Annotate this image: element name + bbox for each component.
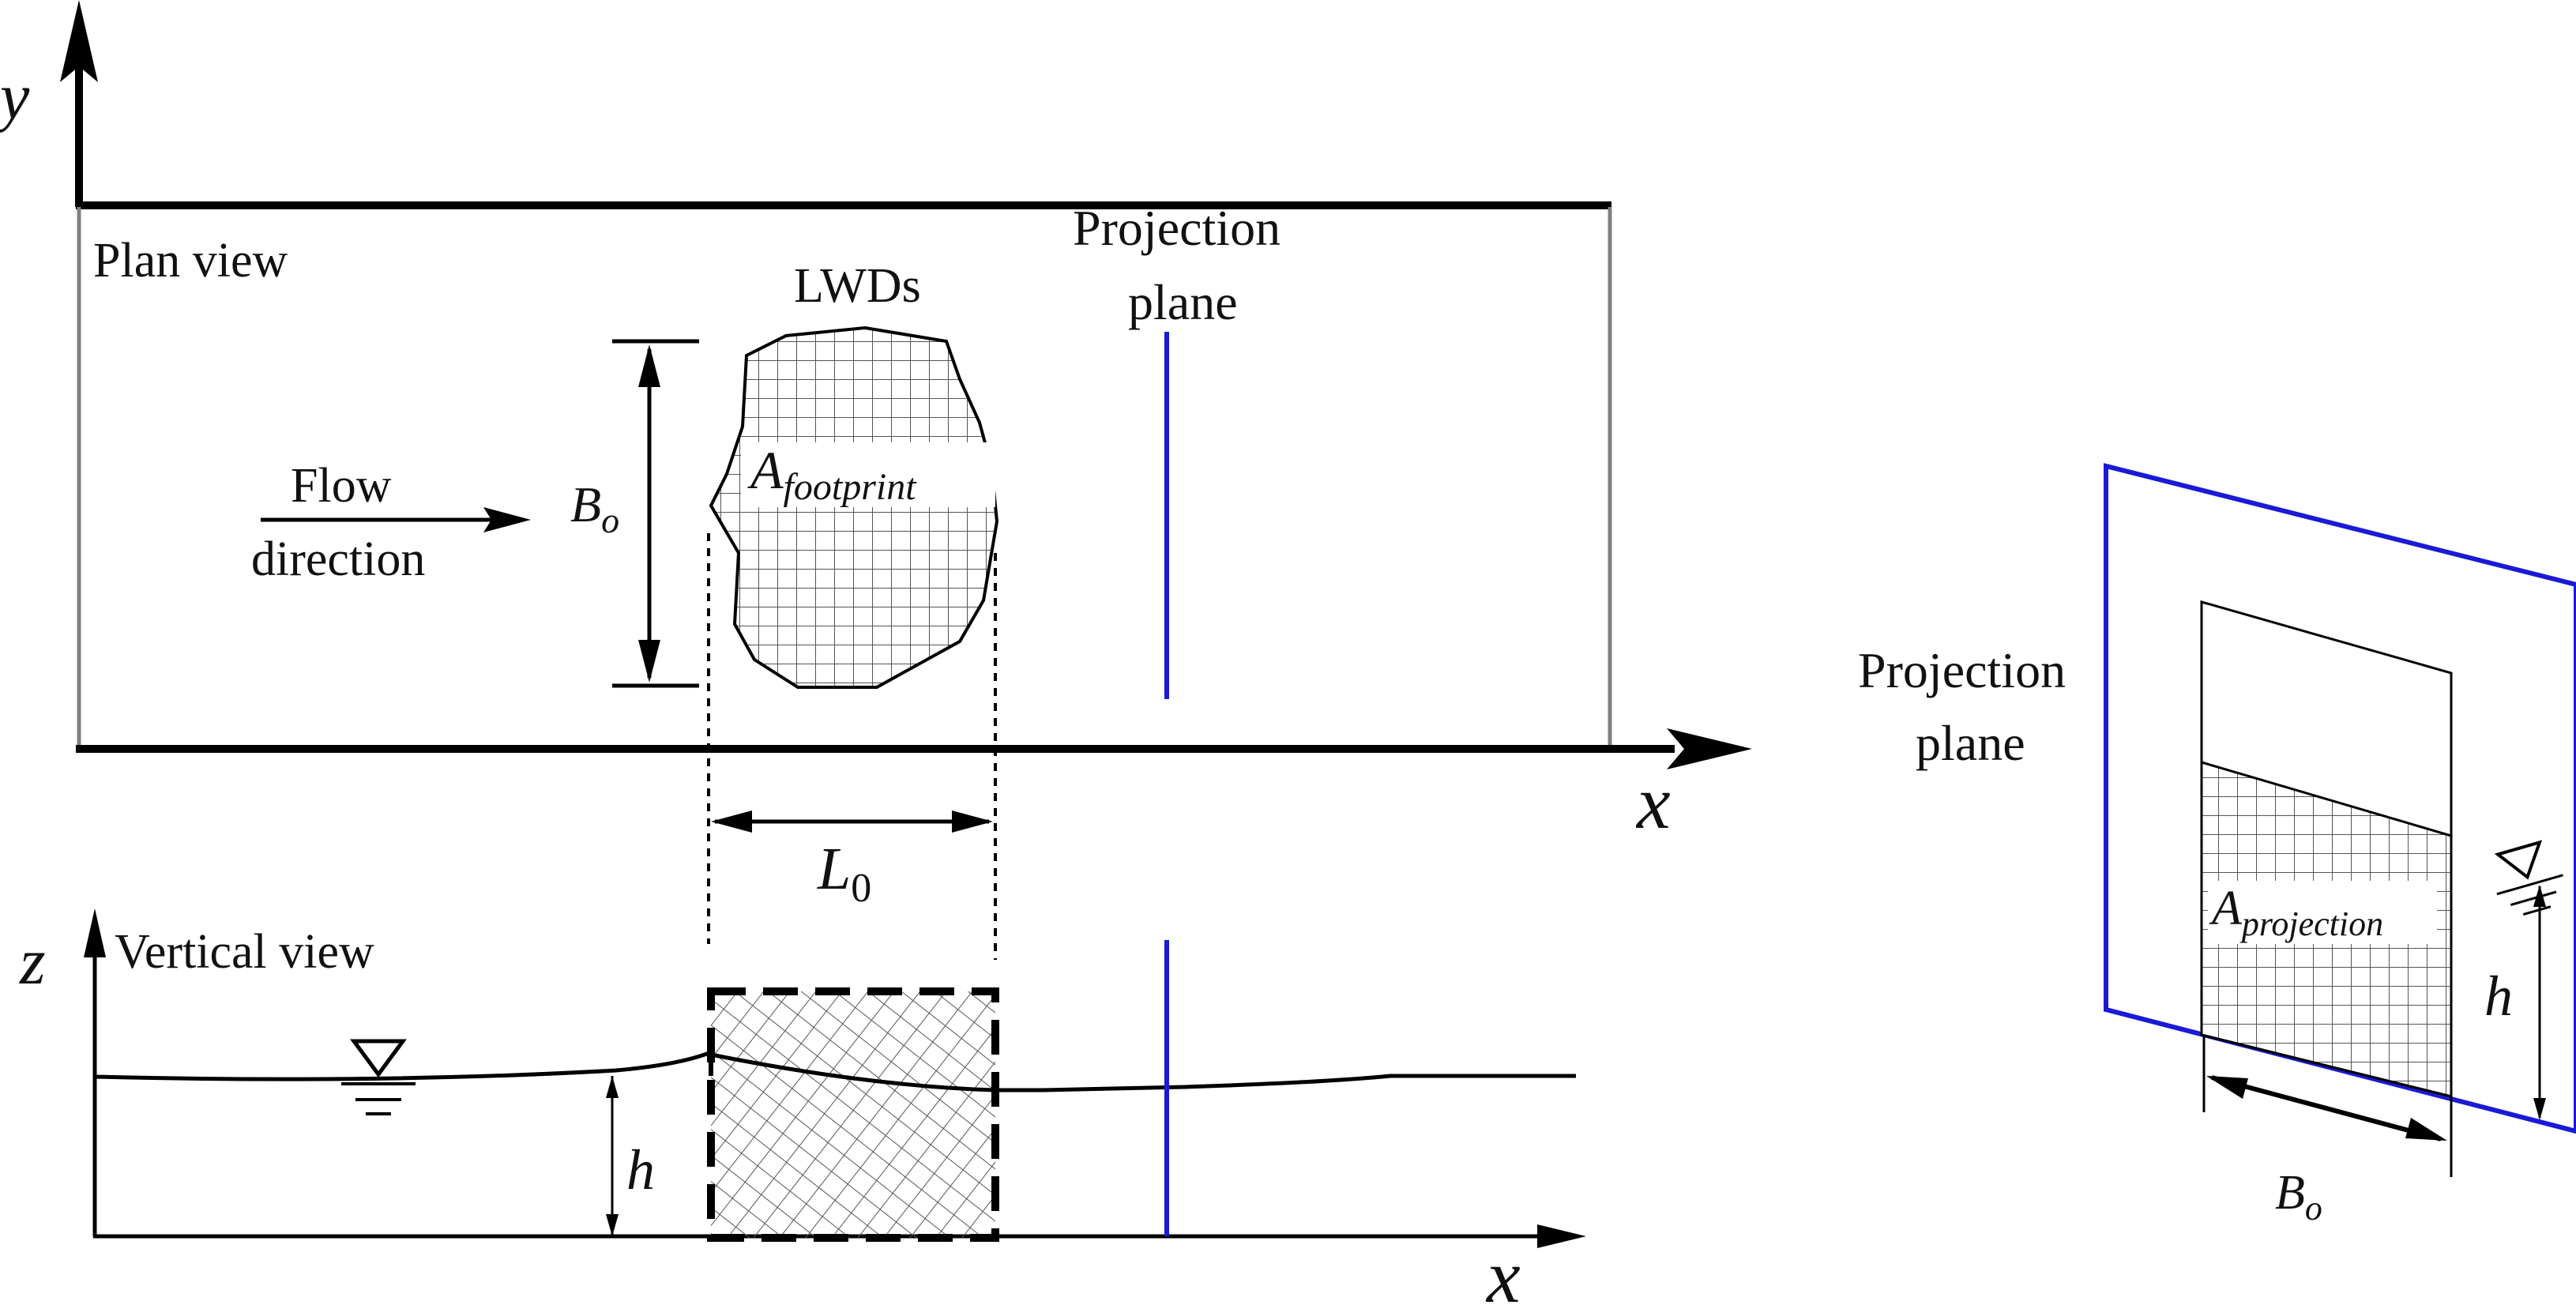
projection-label-line1: Projection	[1073, 200, 1280, 256]
projection-detail: Projection plane Aprojection h Bo	[1856, 463, 2576, 1228]
plan-view: y x Plan view LWDs Afootprint Bo Flow di…	[0, 0, 1752, 844]
bo-label: Bo	[570, 476, 619, 540]
detail-bo-line	[2211, 1075, 2442, 1141]
projected-area-label: Aprojection	[2209, 882, 2383, 943]
plan-x-axis-arrowhead	[1667, 728, 1752, 769]
l0-arrow-right	[952, 810, 993, 833]
plan-view-title: Plan view	[93, 234, 288, 288]
depth-label: h	[626, 1138, 655, 1202]
detail-depth-arrow-bottom	[2533, 1098, 2546, 1120]
vertical-z-axis-arrowhead	[84, 908, 106, 957]
vertical-view: z Vertical view x h	[19, 908, 1586, 1305]
water-level-icon	[350, 1039, 407, 1078]
footprint-label-bg	[741, 442, 995, 507]
detail-water-level-icon	[2494, 840, 2563, 916]
projection-plane-panel	[2104, 463, 2576, 1134]
projected-area-label-bg	[2208, 881, 2437, 944]
l0-label: L0	[817, 836, 871, 911]
vertical-x-axis-label: x	[1485, 1234, 1521, 1305]
detail-depth-arrow-top	[2533, 885, 2546, 907]
vertical-z-axis-label: z	[19, 925, 46, 998]
projection-label-line2: plane	[1128, 274, 1238, 330]
flow-label-line2: direction	[251, 532, 425, 586]
bo-arrow-top	[638, 344, 660, 387]
lwd-footprint	[709, 325, 999, 689]
flow-label-line1: Flow	[291, 459, 392, 513]
lwds-label: LWDs	[794, 259, 921, 313]
projection-label-bg	[1856, 636, 2103, 770]
detail-bo-arrow-right	[2405, 1118, 2447, 1141]
bo-arrow-bottom	[638, 640, 660, 683]
detail-depth-label: h	[2484, 965, 2513, 1028]
plan-y-axis-label: y	[0, 60, 30, 134]
length-dimension: L0	[707, 533, 997, 960]
lwd-block	[707, 987, 999, 1242]
detail-bo-arrow-left	[2206, 1076, 2248, 1099]
vertical-x-axis-arrowhead	[1537, 1224, 1586, 1248]
detail-projection-line2: plane	[1916, 715, 2025, 771]
detail-bo-label: Bo	[2275, 1166, 2322, 1228]
plan-y-axis-arrowhead	[60, 0, 98, 82]
flow-arrowhead	[483, 507, 531, 532]
depth-arrow-top	[606, 1076, 619, 1098]
detail-projection-line1: Projection	[1858, 642, 2066, 698]
plan-x-axis-label: x	[1635, 760, 1671, 844]
vertical-view-title: Vertical view	[115, 925, 374, 979]
l0-arrow-left	[711, 810, 752, 833]
depth-arrow-bottom	[606, 1214, 619, 1236]
footprint-label: Afootprint	[747, 440, 917, 508]
